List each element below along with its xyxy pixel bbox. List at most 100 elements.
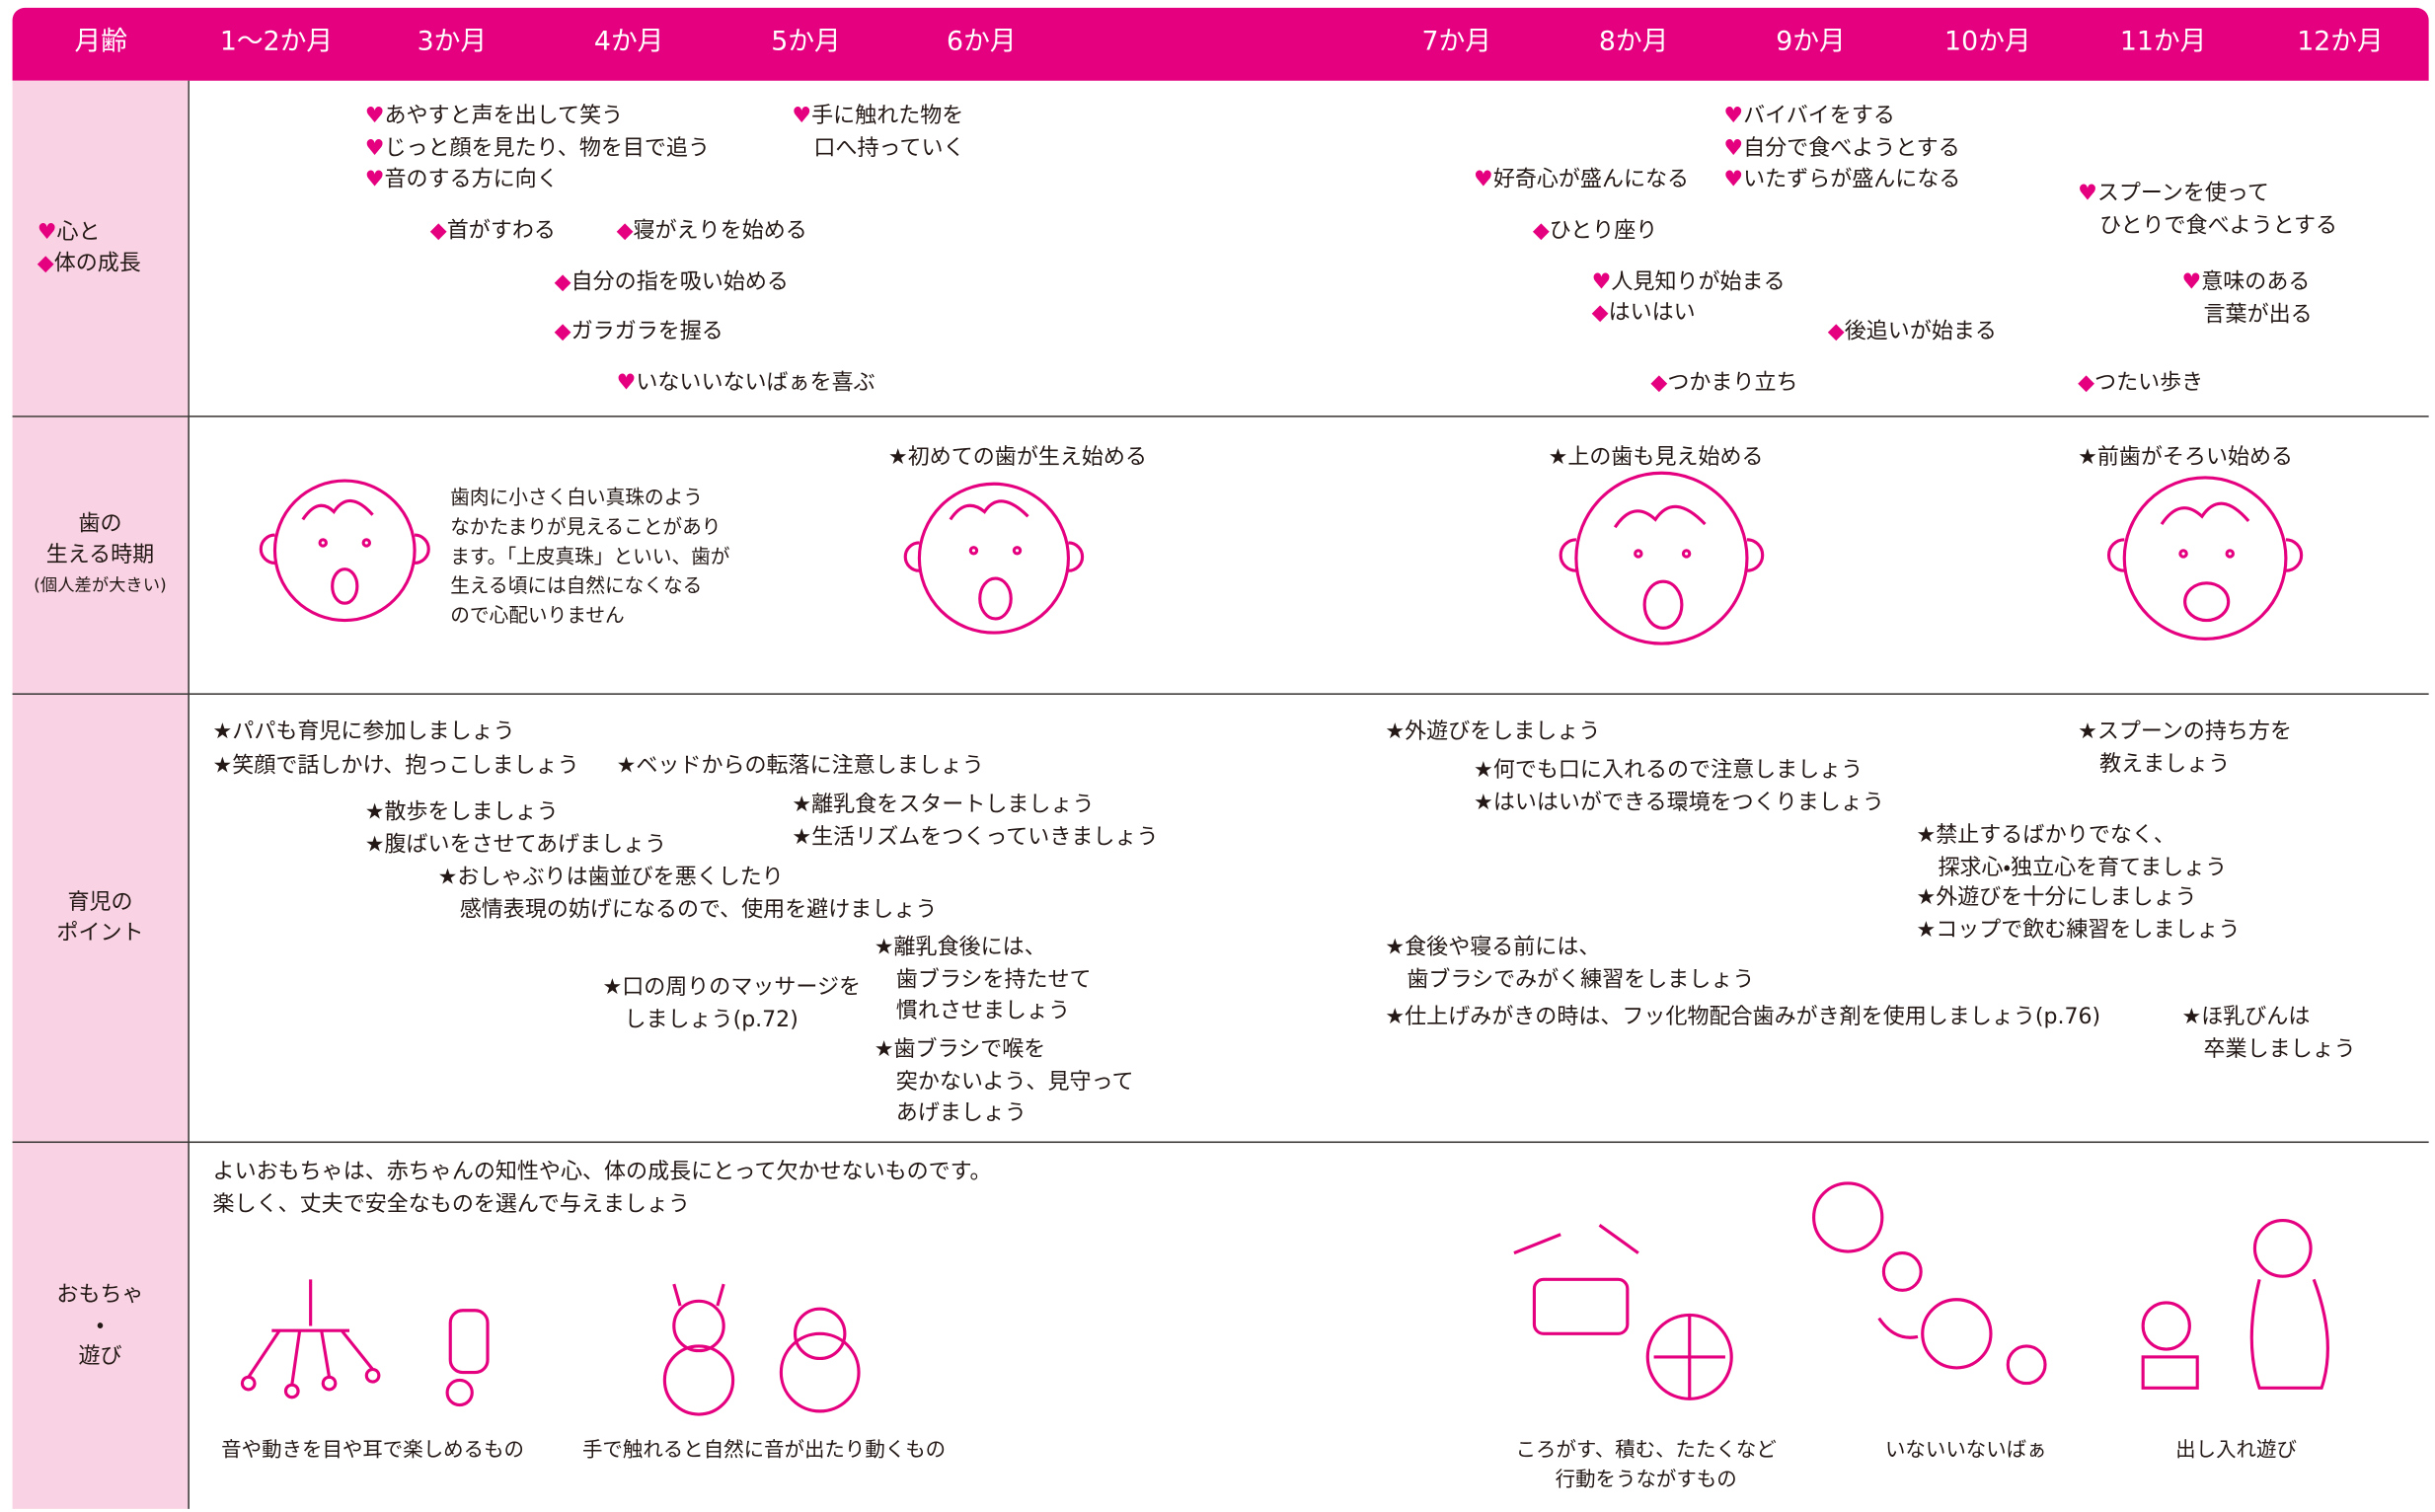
column-divider xyxy=(188,80,190,1509)
item: ★離乳食をスタートしましょう xyxy=(792,790,1094,821)
marker: ◆ xyxy=(1827,319,1845,344)
item-text: 生活リズムをつくっていきましょう xyxy=(811,824,1159,851)
item-text: 食後や寝る前には、 歯ブラシでみがく練習をしましょう xyxy=(1405,935,1755,992)
marker: ★ xyxy=(1916,823,1937,849)
item-text: 手に触れた物を 口へ持っていく xyxy=(811,104,965,161)
item-text: 自分の指を吸い始める xyxy=(571,269,789,295)
item-text: 外遊びを十分にしましょう xyxy=(1936,885,2197,911)
marker: ★ xyxy=(437,865,458,890)
item: ★散歩をしましょう xyxy=(365,797,559,829)
marker: ★ xyxy=(792,824,812,851)
marker: ★ xyxy=(602,975,623,1001)
marker: ◆ xyxy=(554,319,571,344)
month-label: 7か月 xyxy=(1421,26,1492,58)
month-label: 3か月 xyxy=(417,26,488,58)
item-text: あやすと声を出して笑う xyxy=(384,104,624,129)
peekaboo xyxy=(1812,1181,2047,1386)
mobile-toy xyxy=(240,1279,381,1399)
month-label: 8か月 xyxy=(1598,26,1669,58)
marker: ★ xyxy=(1916,885,1937,911)
row-label-text: 体の成長 xyxy=(53,251,141,276)
face xyxy=(1559,471,1765,645)
item: ★前歯がそろい始める xyxy=(2078,442,2293,474)
month-label: 9か月 xyxy=(1776,26,1846,58)
item-text: 初めての歯が生え始める xyxy=(907,444,1147,471)
row-label: おもちゃ ・ 遊び xyxy=(12,1143,189,1509)
face xyxy=(2107,476,2304,641)
face xyxy=(903,482,1085,635)
item: ★おしゃぶりは歯並びを悪くしたり 感情表現の妨げになるので、使用を避けましょう xyxy=(438,863,938,926)
marker: ♥ xyxy=(364,104,385,129)
item: ★はいはいができる環境をつくりましょう xyxy=(1474,788,1884,819)
item-text: 歯ブラシで喉を 突かないよう、見守って あげましょう xyxy=(893,1037,1134,1126)
description: よいおもちゃは、赤ちゃんの知性や心、体の成長にとって欠かせないものです。 楽しく… xyxy=(212,1160,992,1217)
header-label: 月齢 xyxy=(74,26,128,58)
marker: ★ xyxy=(616,753,637,779)
item-text: ベッドからの転落に注意しましょう xyxy=(636,753,984,779)
marker: ◆ xyxy=(1532,218,1550,244)
item: ★腹ばいをさせてあげましょう xyxy=(365,830,666,862)
marker: ♥ xyxy=(616,370,637,396)
row-divider xyxy=(12,1141,2429,1144)
item: ★笑顔で話しかけ、抱っこしましょう xyxy=(213,751,579,783)
item-text: 離乳食をスタートしましょう xyxy=(811,792,1095,818)
item-text: 音のする方に向く xyxy=(384,167,559,192)
item: ★コップで飲む練習をしましょう xyxy=(1916,915,2240,946)
marker: ◆ xyxy=(37,251,54,276)
marker: ◆ xyxy=(1591,300,1609,326)
marker: ★ xyxy=(1385,1005,1406,1030)
item: ★初めての歯が生え始める xyxy=(888,442,1147,474)
month-label: 11か月 xyxy=(2119,26,2207,58)
item: ★食後や寝る前には、 歯ブラシでみがく練習をしましょう xyxy=(1385,932,1754,995)
row-label-text: おもちゃ ・ 遊び xyxy=(56,1282,144,1370)
item: ★パパも育児に参加しましょう xyxy=(213,717,515,748)
item: ♥音のする方に向く xyxy=(365,165,559,196)
caption: いないいないばぁ xyxy=(1884,1439,2047,1463)
marker: ◆ xyxy=(2078,370,2095,396)
item: ◆ひとり座り xyxy=(1533,215,1657,247)
marker: ★ xyxy=(2078,719,2097,745)
marker: ★ xyxy=(212,719,233,745)
marker: ♥ xyxy=(364,136,385,162)
item-text: 禁止するばかりでなく、 探求心・独立心を育てましょう xyxy=(1936,823,2228,880)
marker: ★ xyxy=(1548,444,1568,471)
marker: ★ xyxy=(2181,1005,2202,1030)
item-text: 後追いが始まる xyxy=(1844,319,1997,344)
item-text: 口の周りのマッサージを しましょう(p.72) xyxy=(622,975,862,1032)
caption: 音や動きを目や耳で楽しめるもの xyxy=(221,1439,525,1463)
face xyxy=(259,479,430,623)
item-text: 散歩をしましょう xyxy=(384,799,559,825)
item-text: パパも育児に参加しましょう xyxy=(232,719,515,745)
drum-ball xyxy=(1513,1224,1733,1400)
item-text: 離乳食後には、 歯ブラシを持たせて 慣れさせましょう xyxy=(893,935,1092,1024)
marker: ♥ xyxy=(2078,181,2097,206)
caption: 出し入れ遊び xyxy=(2175,1439,2297,1463)
item: ◆自分の指を吸い始める xyxy=(555,266,789,298)
item-text: 寝がえりを始める xyxy=(633,218,807,244)
item: ★ほ乳びんは 卒業しましょう xyxy=(2181,1002,2355,1065)
caption: ころがす、積む、たたくなど 行動をうながすもの xyxy=(1515,1439,1777,1492)
item: ♥バイバイをする xyxy=(1723,101,1895,132)
item: ★口の周りのマッサージを しましょう(p.72) xyxy=(602,972,861,1035)
header-bar xyxy=(12,7,2429,81)
item-text: おしゃぶりは歯並びを悪くしたり 感情表現の妨げになるので、使用を避けましょう xyxy=(457,865,938,923)
item: ◆ガラガラを握る xyxy=(555,317,723,348)
month-label: 5か月 xyxy=(771,26,841,58)
item-text: スプーンの持ち方を 教えましょう xyxy=(2096,719,2292,777)
item: ★禁止するばかりでなく、 探求心・独立心を育てましょう xyxy=(1916,820,2227,883)
marker: ★ xyxy=(874,935,894,960)
marker: ♥ xyxy=(2181,269,2202,295)
marker: ★ xyxy=(212,753,233,779)
item-text: いないいないばぁを喜ぶ xyxy=(636,370,875,396)
marker: ♥ xyxy=(1723,104,1744,129)
row-label: ♥心と ◆体の成長 xyxy=(12,80,189,416)
row-label-text: 心と xyxy=(56,220,101,246)
row-divider xyxy=(12,416,2429,417)
item: ★外遊びをしましょう xyxy=(1385,717,1600,748)
marker: ♥ xyxy=(1723,136,1744,162)
item-text: スプーンを使って ひとりで食べようとする xyxy=(2096,181,2338,239)
item: ◆首がすわる xyxy=(430,215,556,247)
row-label-text: 歯の 生える時期 xyxy=(45,510,155,567)
marker: ★ xyxy=(792,792,812,818)
